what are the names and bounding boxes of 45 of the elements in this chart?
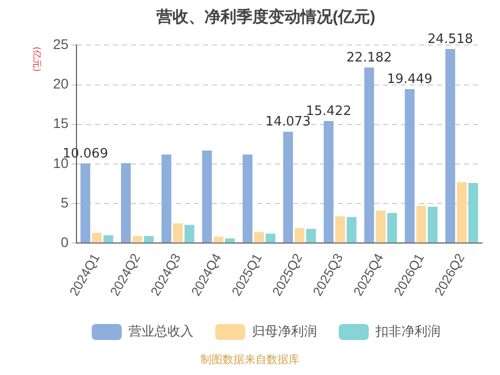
bar [266,234,276,243]
bar [173,223,183,243]
bar [335,216,345,243]
legend-label: 营业总收入 [128,324,194,339]
bar [214,236,224,243]
bar [306,228,316,243]
legend-label: 归母净利润 [252,324,317,339]
bar [254,232,264,243]
bar [121,163,131,243]
y-tick-label: 0 [60,234,69,250]
bar [376,210,386,243]
data-label: 22.182 [346,50,392,66]
data-label: 14.073 [265,114,311,130]
y-tick-label: 5 [60,194,69,210]
text: 制图数据来自数据库 [200,352,300,367]
y-tick-label: 15 [52,115,69,132]
bar [80,163,90,243]
bar [416,206,426,243]
bar [346,217,356,243]
bar [184,224,194,243]
bar [294,228,304,243]
data-label: 24.518 [427,32,473,47]
bar [468,182,478,243]
bar [242,154,252,243]
y-tick-label: 20 [52,76,69,92]
bar [324,121,334,243]
bar [364,68,374,243]
bar [283,132,293,243]
y-axis-title: (亿元) [31,46,42,72]
y-tick-label: 25 [52,36,69,52]
bar [404,89,415,243]
chart-title: 营收、净利季度变动情况(亿元) [156,7,376,26]
bar [225,238,235,243]
bar [144,236,154,243]
bar [132,236,142,243]
data-label: 19.449 [386,72,432,88]
bar [387,213,398,243]
bar [445,49,456,243]
bar [103,235,114,243]
bar [92,232,102,243]
bar [162,154,172,243]
bar [202,150,212,243]
legend-label: 扣非净利润 [374,324,440,339]
bar [428,206,438,243]
bar [456,182,467,243]
